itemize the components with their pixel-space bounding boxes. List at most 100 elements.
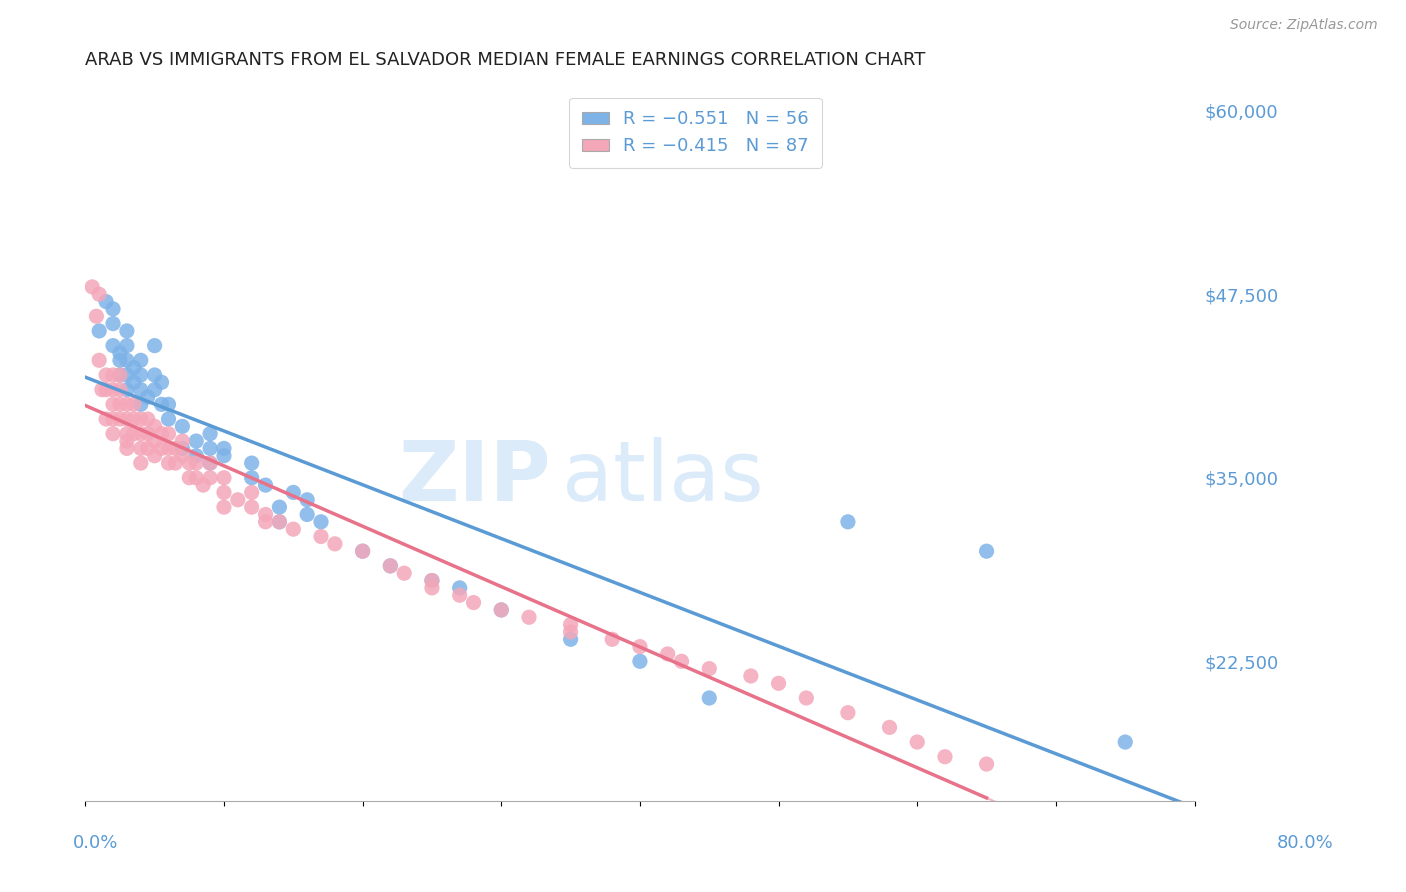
Point [89,287,111,301]
Point [101,426,124,441]
Point [198,442,221,456]
Point [560,624,582,639]
Point [108,346,131,360]
Point [157,397,180,411]
Point [309,515,332,529]
Point [165,456,187,470]
Point [143,338,166,352]
Text: 0.0%: 0.0% [73,834,118,852]
Text: atlas: atlas [562,436,763,517]
Point [101,397,124,411]
Point [283,485,305,500]
Point [136,390,159,404]
Point [212,485,235,500]
Point [108,368,131,382]
Point [101,317,124,331]
Point [794,691,817,706]
Point [122,376,145,390]
Point [94,294,117,309]
Point [101,368,124,382]
Point [165,442,187,456]
Point [283,522,305,536]
Point [101,301,124,316]
Point [115,412,138,426]
Point [150,442,173,456]
Point [600,632,623,647]
Point [212,442,235,456]
Point [115,338,138,352]
Point [240,500,263,515]
Point [352,544,374,558]
Point [108,383,131,397]
Point [136,412,159,426]
Point [143,449,166,463]
Point [115,324,138,338]
Point [323,537,346,551]
Point [212,471,235,485]
Point [420,581,443,595]
Point [697,691,720,706]
Point [240,485,263,500]
Point [254,508,277,522]
Point [143,434,166,448]
Point [157,442,180,456]
Point [1114,735,1136,749]
Point [157,456,180,470]
Point [108,353,131,368]
Point [179,456,201,470]
Point [115,368,138,382]
Point [143,368,166,382]
Point [101,412,124,426]
Point [150,397,173,411]
Point [150,426,173,441]
Point [122,397,145,411]
Point [172,449,194,463]
Point [671,654,693,668]
Point [240,471,263,485]
Point [186,434,208,448]
Point [86,310,108,324]
Point [392,566,415,581]
Point [122,360,145,375]
Point [101,383,124,397]
Point [837,706,859,720]
Point [198,456,221,470]
Point [240,456,263,470]
Point [94,383,117,397]
Point [295,508,318,522]
Point [136,426,159,441]
Point [226,492,249,507]
Point [449,588,471,602]
Point [269,515,291,529]
Point [129,368,152,382]
Point [101,338,124,352]
Point [254,515,277,529]
Point [768,676,790,690]
Point [115,442,138,456]
Point [115,426,138,441]
Point [309,529,332,543]
Point [976,544,998,558]
Point [491,603,513,617]
Point [150,376,173,390]
Text: ARAB VS IMMIGRANTS FROM EL SALVADOR MEDIAN FEMALE EARNINGS CORRELATION CHART: ARAB VS IMMIGRANTS FROM EL SALVADOR MEDI… [86,51,925,69]
Point [115,434,138,448]
Point [94,412,117,426]
Point [82,280,104,294]
Point [449,581,471,595]
Point [129,426,152,441]
Point [136,442,159,456]
Point [108,368,131,382]
Point [198,471,221,485]
Point [143,419,166,434]
Point [837,515,859,529]
Point [517,610,540,624]
Point [254,478,277,492]
Point [129,412,152,426]
Point [115,353,138,368]
Point [463,596,485,610]
Point [628,654,651,668]
Point [94,368,117,382]
Point [420,574,443,588]
Point [491,603,513,617]
